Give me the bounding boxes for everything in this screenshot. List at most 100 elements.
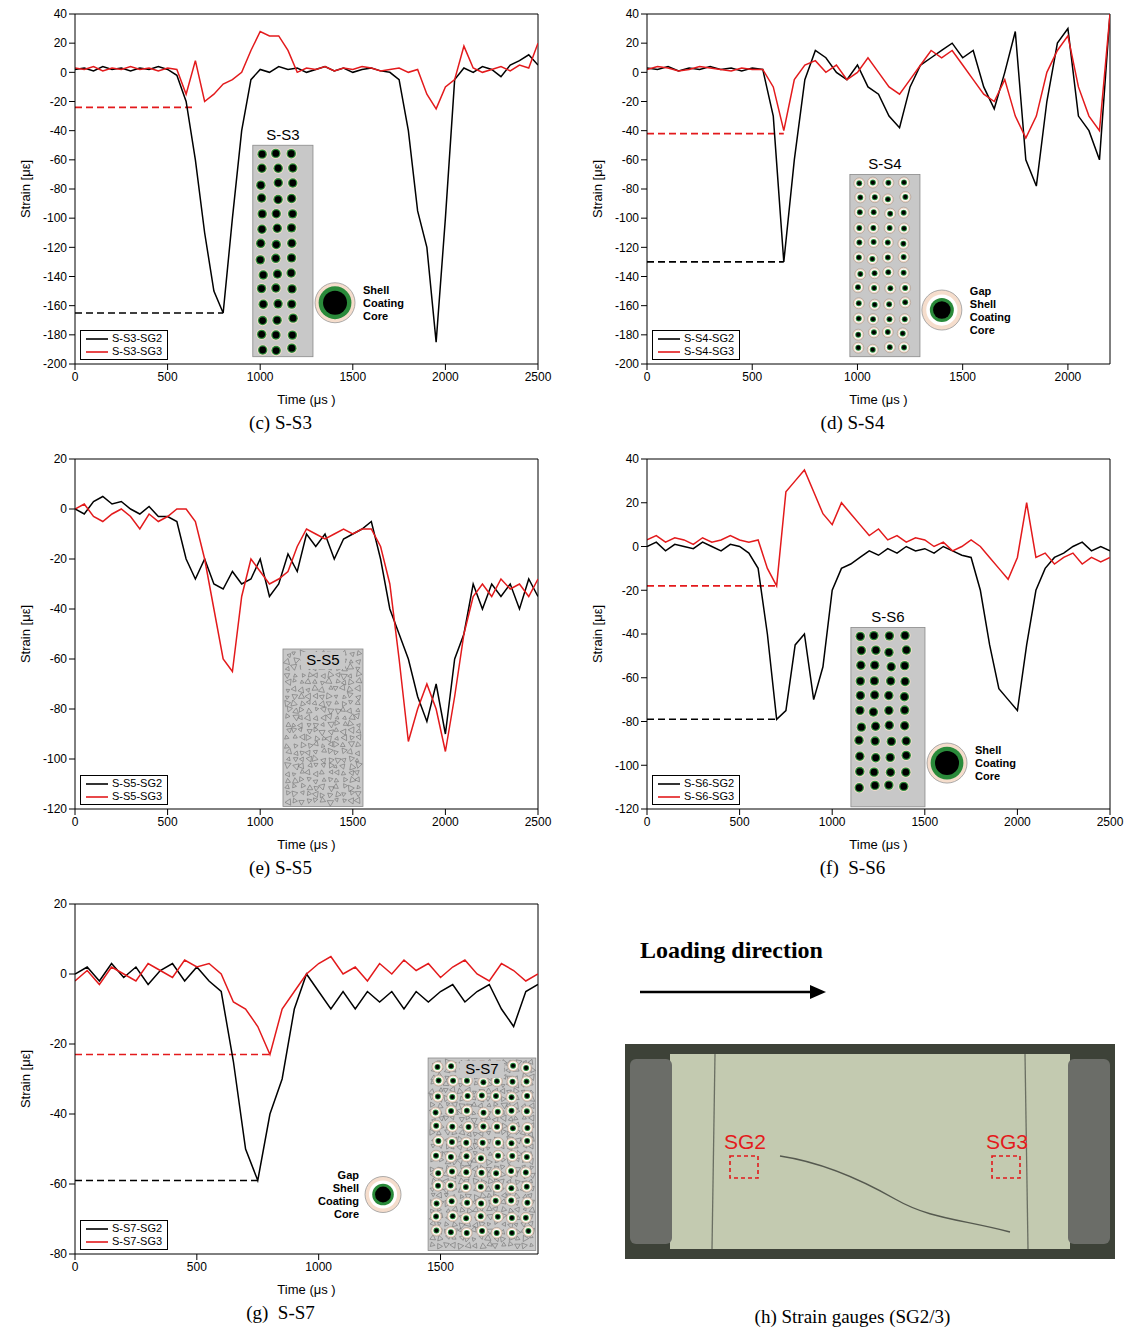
svg-text:500: 500 [187, 1260, 207, 1274]
svg-text:0: 0 [60, 66, 67, 80]
svg-text:-60: -60 [50, 652, 68, 666]
svg-text:S-S4: S-S4 [868, 155, 901, 172]
svg-text:Shell: Shell [333, 1182, 359, 1194]
svg-text:2000: 2000 [432, 370, 459, 384]
svg-text:Time (μs ): Time (μs ) [277, 392, 335, 407]
svg-text:Gap: Gap [970, 285, 992, 297]
svg-text:Time (μs ): Time (μs ) [277, 837, 335, 852]
svg-text:-120: -120 [43, 241, 67, 255]
svg-text:20: 20 [626, 36, 640, 50]
svg-text:-20: -20 [50, 95, 68, 109]
svg-text:2000: 2000 [1004, 815, 1031, 829]
svg-text:Strain [με]: Strain [με] [18, 160, 33, 218]
svg-text:500: 500 [158, 815, 178, 829]
svg-text:Core: Core [363, 310, 388, 322]
svg-text:0: 0 [72, 815, 79, 829]
svg-text:Strain [με]: Strain [με] [18, 1050, 33, 1108]
svg-text:-80: -80 [50, 1247, 68, 1261]
svg-text:-60: -60 [50, 1177, 68, 1191]
svg-text:-180: -180 [615, 328, 639, 342]
svg-text:-40: -40 [622, 124, 640, 138]
svg-text:500: 500 [158, 370, 178, 384]
svg-text:Core: Core [334, 1208, 359, 1220]
svg-text:0: 0 [644, 370, 651, 384]
svg-text:Strain [με]: Strain [με] [18, 605, 33, 663]
svg-text:-120: -120 [615, 241, 639, 255]
svg-text:500: 500 [730, 815, 750, 829]
svg-text:-80: -80 [50, 182, 68, 196]
svg-text:-20: -20 [622, 95, 640, 109]
svg-text:-200: -200 [615, 357, 639, 371]
svg-text:2500: 2500 [1097, 815, 1124, 829]
svg-text:-40: -40 [50, 124, 68, 138]
svg-text:Core: Core [970, 324, 995, 336]
svg-text:0: 0 [632, 540, 639, 554]
svg-text:-80: -80 [622, 182, 640, 196]
svg-text:1500: 1500 [911, 815, 938, 829]
svg-text:-180: -180 [43, 328, 67, 342]
svg-text:2500: 2500 [525, 815, 552, 829]
svg-text:-60: -60 [622, 153, 640, 167]
svg-text:-140: -140 [615, 270, 639, 284]
svg-text:-80: -80 [622, 715, 640, 729]
svg-text:1000: 1000 [305, 1260, 332, 1274]
svg-text:-100: -100 [615, 211, 639, 225]
svg-text:40: 40 [626, 7, 640, 21]
svg-text:-160: -160 [43, 299, 67, 313]
svg-text:1000: 1000 [844, 370, 871, 384]
svg-text:-120: -120 [615, 802, 639, 816]
svg-text:Shell: Shell [970, 298, 996, 310]
svg-text:2000: 2000 [432, 815, 459, 829]
svg-text:-80: -80 [50, 702, 68, 716]
svg-text:Strain [με]: Strain [με] [590, 160, 605, 218]
svg-text:S-S5: S-S5 [306, 651, 339, 668]
svg-text:-20: -20 [50, 552, 68, 566]
svg-text:Time (μs ): Time (μs ) [277, 1282, 335, 1297]
svg-text:-20: -20 [50, 1037, 68, 1051]
svg-text:1000: 1000 [819, 815, 846, 829]
svg-text:20: 20 [54, 452, 68, 466]
svg-text:Coating: Coating [363, 297, 404, 309]
svg-text:SG2: SG2 [724, 1130, 766, 1153]
svg-text:-200: -200 [43, 357, 67, 371]
svg-text:Coating: Coating [975, 757, 1016, 769]
svg-text:500: 500 [742, 370, 762, 384]
svg-text:40: 40 [54, 7, 68, 21]
svg-text:-40: -40 [50, 1107, 68, 1121]
svg-text:0: 0 [644, 815, 651, 829]
svg-text:Coating: Coating [970, 311, 1011, 323]
svg-text:1500: 1500 [339, 370, 366, 384]
svg-text:Loading direction: Loading direction [640, 937, 823, 963]
svg-text:Time (μs ): Time (μs ) [849, 837, 907, 852]
svg-text:0: 0 [60, 967, 67, 981]
svg-text:-40: -40 [622, 627, 640, 641]
svg-text:0: 0 [632, 66, 639, 80]
svg-text:Gap: Gap [338, 1169, 360, 1181]
svg-text:Shell: Shell [975, 744, 1001, 756]
svg-text:SG3: SG3 [986, 1130, 1028, 1153]
svg-text:Time (μs ): Time (μs ) [849, 392, 907, 407]
svg-text:40: 40 [626, 452, 640, 466]
svg-text:0: 0 [60, 502, 67, 516]
svg-text:-60: -60 [50, 153, 68, 167]
svg-text:Core: Core [975, 770, 1000, 782]
svg-text:S-S3: S-S3 [266, 126, 299, 143]
svg-text:2500: 2500 [525, 370, 552, 384]
svg-text:-120: -120 [43, 802, 67, 816]
svg-text:-100: -100 [43, 211, 67, 225]
svg-text:20: 20 [54, 897, 68, 911]
svg-text:2000: 2000 [1055, 370, 1082, 384]
svg-text:Coating: Coating [318, 1195, 359, 1207]
svg-text:1500: 1500 [949, 370, 976, 384]
svg-text:20: 20 [54, 36, 68, 50]
svg-text:Shell: Shell [363, 284, 389, 296]
svg-text:Strain [με]: Strain [με] [590, 605, 605, 663]
svg-text:-20: -20 [622, 584, 640, 598]
svg-text:0: 0 [72, 370, 79, 384]
svg-text:20: 20 [626, 496, 640, 510]
svg-text:0: 0 [72, 1260, 79, 1274]
svg-text:-140: -140 [43, 270, 67, 284]
svg-text:-100: -100 [43, 752, 67, 766]
svg-text:1500: 1500 [427, 1260, 454, 1274]
svg-text:S-S6: S-S6 [871, 608, 904, 625]
